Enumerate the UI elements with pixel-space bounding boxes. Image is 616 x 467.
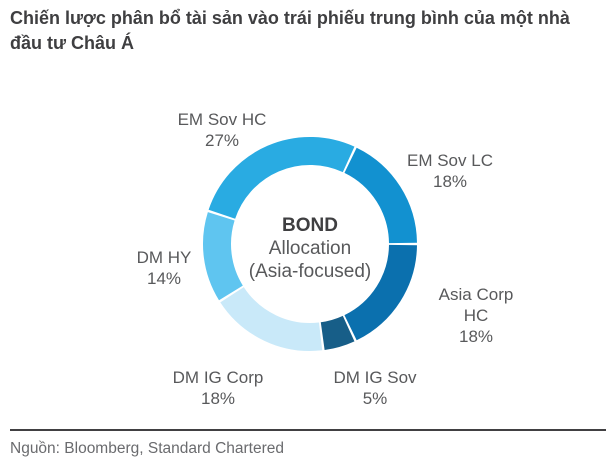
slice-label-dm-ig-corp: DM IG Corp 18%	[152, 367, 284, 409]
donut-segment-asia-corp-hc	[343, 244, 417, 341]
donut-segment-dm-ig-corp	[220, 286, 323, 351]
source-text: Nguồn: Bloomberg, Standard Chartered	[10, 440, 284, 457]
slice-name: DM HY	[136, 248, 192, 267]
slice-name: EM Sov LC	[407, 151, 493, 170]
donut-segment-em-sov-hc	[208, 137, 355, 220]
center-label-line3: (Asia-focused)	[248, 261, 372, 282]
page-title: Chiến lược phân bổ tài sản vào trái phiế…	[10, 8, 570, 53]
slice-percent: 18%	[200, 389, 236, 408]
slice-name: EM Sov HC	[177, 110, 267, 129]
slice-label-em-sov-lc: EM Sov LC 18%	[390, 150, 510, 192]
donut-segment-em-sov-lc	[343, 147, 417, 244]
slice-percent: 5%	[362, 389, 388, 408]
center-label-line1: BOND	[282, 215, 338, 236]
slice-name: DM IG Corp	[172, 368, 264, 387]
slice-percent: 14%	[146, 269, 182, 288]
slice-percent: 18%	[458, 327, 494, 346]
footer-divider	[10, 429, 606, 431]
donut-segment-dm-hy	[203, 212, 244, 301]
slice-name: Asia Corp HC	[438, 285, 514, 325]
donut-center-label: BOND Allocation (Asia-focused)	[230, 214, 390, 283]
center-label-line2: Allocation	[268, 238, 352, 259]
slice-label-dm-ig-sov: DM IG Sov 5%	[315, 367, 435, 409]
slice-name: DM IG Sov	[333, 368, 417, 387]
slice-label-em-sov-hc: EM Sov HC 27%	[157, 109, 287, 151]
donut-segment-dm-ig-sov	[320, 315, 355, 350]
slice-percent: 18%	[432, 172, 468, 191]
slice-percent: 27%	[204, 131, 240, 150]
slice-label-dm-hy: DM HY 14%	[113, 247, 215, 289]
slice-label-asia-corp-hc: Asia Corp HC 18%	[430, 284, 522, 347]
